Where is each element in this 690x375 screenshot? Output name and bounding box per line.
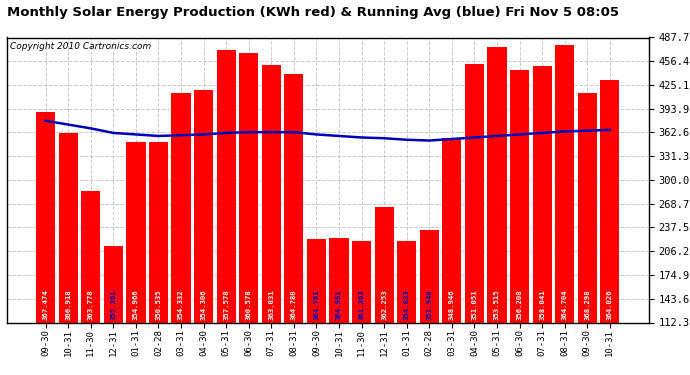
Bar — [307, 239, 326, 375]
Text: 368.298: 368.298 — [584, 290, 590, 321]
Bar — [555, 45, 574, 375]
Text: 354.306: 354.306 — [201, 290, 206, 321]
Bar — [172, 93, 190, 375]
Bar — [420, 230, 439, 375]
Text: 357.578: 357.578 — [223, 290, 229, 321]
Bar — [239, 53, 258, 375]
Bar — [397, 242, 416, 375]
Text: 367.474: 367.474 — [43, 290, 49, 321]
Text: 364.704: 364.704 — [562, 290, 568, 321]
Bar — [284, 74, 304, 375]
Text: 360.578: 360.578 — [246, 290, 252, 321]
Bar — [104, 246, 123, 375]
Bar — [149, 142, 168, 375]
Text: 363.778: 363.778 — [88, 290, 94, 321]
Bar — [217, 50, 236, 375]
Text: 364.026: 364.026 — [607, 290, 613, 321]
Text: 354.332: 354.332 — [178, 290, 184, 321]
Text: 353.515: 353.515 — [494, 290, 500, 321]
Bar — [59, 133, 78, 375]
Bar — [375, 207, 394, 375]
Text: 361.363: 361.363 — [359, 290, 364, 321]
Text: 366.918: 366.918 — [66, 290, 71, 321]
Text: 354.966: 354.966 — [133, 290, 139, 321]
Text: 350.535: 350.535 — [155, 290, 161, 321]
Text: 364.761: 364.761 — [313, 290, 319, 321]
Text: 351.051: 351.051 — [471, 290, 477, 321]
Text: Copyright 2010 Cartronics.com: Copyright 2010 Cartronics.com — [10, 42, 151, 51]
Text: 363.031: 363.031 — [268, 290, 275, 321]
Bar — [126, 142, 146, 375]
Text: 348.946: 348.946 — [449, 290, 455, 321]
Bar — [442, 138, 462, 375]
Text: 364.961: 364.961 — [336, 290, 342, 321]
Text: 362.253: 362.253 — [381, 290, 387, 321]
Bar — [81, 190, 100, 375]
Bar — [329, 238, 348, 375]
Bar — [533, 66, 552, 375]
Bar — [578, 93, 597, 375]
Text: 355.361: 355.361 — [110, 290, 117, 321]
Text: 354.833: 354.833 — [404, 290, 410, 321]
Text: 364.780: 364.780 — [291, 290, 297, 321]
Bar — [465, 64, 484, 375]
Bar — [352, 242, 371, 375]
Bar — [36, 112, 55, 375]
Text: Monthly Solar Energy Production (KWh red) & Running Avg (blue) Fri Nov 5 08:05: Monthly Solar Energy Production (KWh red… — [7, 6, 619, 19]
Bar — [510, 70, 529, 375]
Bar — [600, 80, 620, 375]
Text: 351.940: 351.940 — [426, 290, 433, 321]
Text: 356.208: 356.208 — [517, 290, 522, 321]
Text: 358.041: 358.041 — [539, 290, 545, 321]
Bar — [262, 64, 281, 375]
Bar — [194, 90, 213, 375]
Bar — [487, 47, 506, 375]
